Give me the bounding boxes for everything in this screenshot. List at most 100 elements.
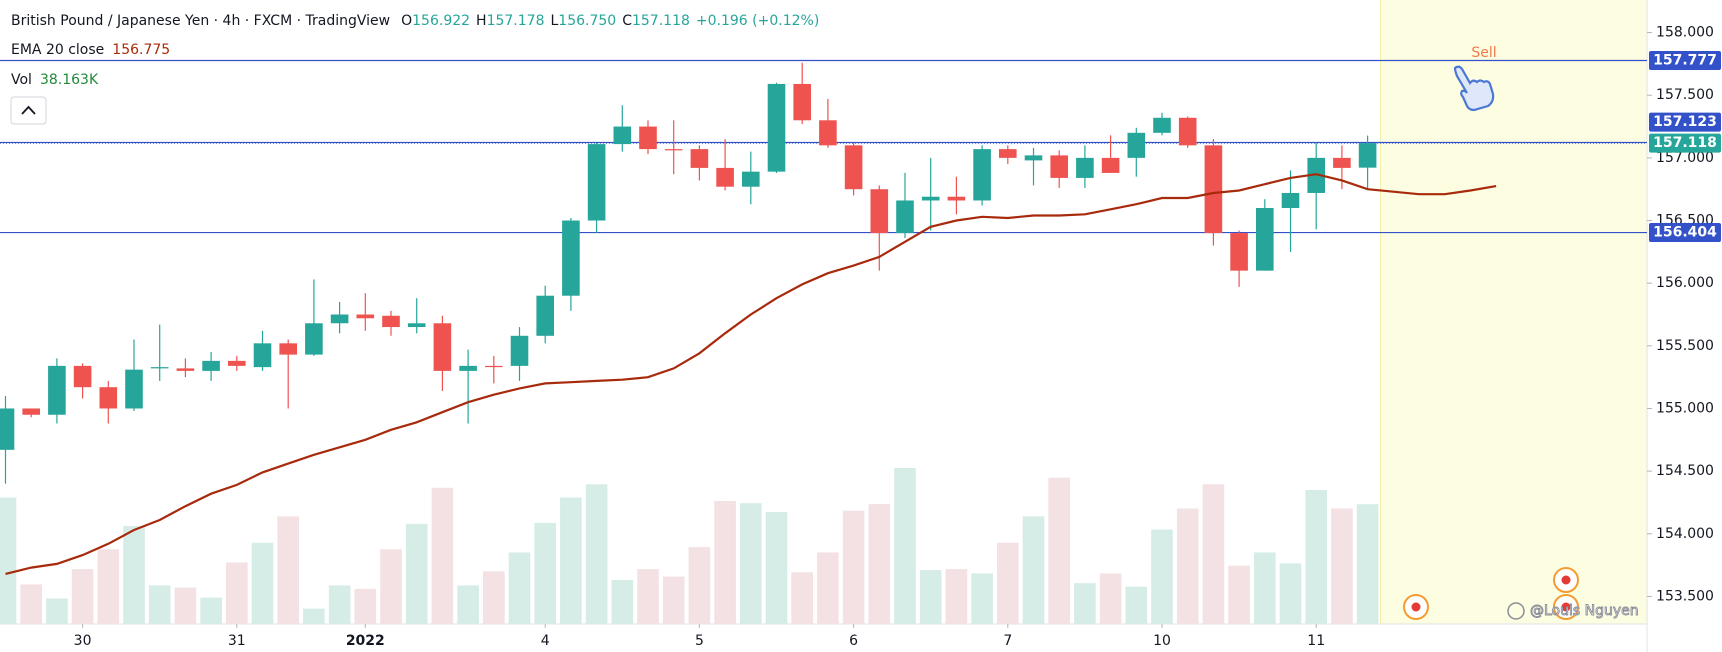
x-tick-label: 5 [695,633,704,649]
volume-bar [714,500,736,624]
volume-bar [277,516,299,624]
volume-bar [508,552,531,624]
collapse-icon [21,105,36,115]
candle-body [947,196,966,201]
volume-bar [560,497,582,624]
x-tick-label: 6 [849,633,858,649]
ohlc-value: 156.922 [412,13,470,29]
x-tick-label: 10 [1153,633,1171,649]
candle-body [228,360,246,366]
y-tick-label: 154.500 [1656,463,1714,479]
volume-bar [97,549,120,624]
candle-body [690,149,709,168]
candle-body [433,323,452,371]
candle-body [613,126,632,145]
ema-legend-value: 156.775 [112,42,170,58]
symbol-title: British Pound / Japanese Yen · 4h · FXCM… [11,13,390,29]
candle-body [125,369,143,409]
candle-body [1307,157,1325,193]
volume-bar [945,569,968,624]
candle-body [202,360,220,371]
volume-bar [46,598,68,624]
y-tick-label: 155.000 [1656,400,1714,416]
x-tick-label: 4 [541,633,550,649]
volume-bar [894,468,916,624]
volume-legend-label: Vol [11,72,32,88]
x-tick-label: 11 [1307,633,1325,649]
volume-bar [997,542,1019,624]
ema-line [5,173,1497,575]
candle-body [664,149,683,151]
change-value: +0.196 (+0.12%) [696,13,819,29]
y-tick-label: 154.000 [1656,526,1714,542]
ohlc-key: H [476,13,487,29]
candle-body [510,335,529,366]
volume-bar [662,576,685,624]
y-tick-label: 156.000 [1656,275,1714,291]
volume-bar [868,504,891,624]
y-tick-label: 153.500 [1656,588,1714,604]
level-label-box [1649,51,1721,71]
candle-body [536,295,554,336]
volume-bar [1151,529,1173,624]
candle-body [1127,132,1146,158]
candle-body [742,171,760,187]
volume-bar [200,597,222,624]
volume-bar [251,542,274,624]
volume-bar [226,562,248,624]
event-marker-dot [1561,575,1571,585]
candle-body [1204,145,1223,234]
candle-body [48,365,66,415]
candle-body [1076,157,1094,178]
candle-body [485,365,503,368]
volume-bar [971,573,993,624]
candle-body [0,408,15,450]
event-marker-dot [1411,602,1421,612]
volume-bar [123,526,145,624]
volume-bar [1125,586,1148,624]
y-tick-label: 155.500 [1656,338,1714,354]
collapse-button[interactable] [10,96,47,125]
volume-bar [1305,489,1327,624]
ohlc-key: L [550,13,558,29]
candle-body [921,196,940,201]
volume-bar [1202,484,1225,624]
candle-body [1153,117,1171,133]
volume-bar [637,569,659,624]
level-label: 157.123 [1653,114,1717,130]
candle-body [1050,155,1068,178]
volume-bar [380,549,402,624]
candle-body [279,343,297,355]
candle-body [382,315,400,328]
volume-bar [534,522,556,624]
volume-bar [303,608,325,624]
volume-bar [740,503,762,624]
volume-bar [765,511,788,624]
volume-legend: Vol 38.163K [11,72,99,88]
candle-body [999,149,1017,158]
volume-bar [1048,477,1070,624]
ohlc-value: 156.750 [558,13,616,29]
volume-bar [20,584,42,624]
candle-body [562,220,580,296]
x-tick-label: 7 [1003,633,1012,649]
annotation-label: Sell [1471,45,1496,61]
candle-body [1101,157,1120,173]
volume-bar [1074,583,1096,624]
candle-body [870,189,889,234]
candle-body [716,167,734,187]
candle-body [767,83,786,172]
candle-body [150,367,169,369]
candle-body [253,343,272,368]
candle-body [407,323,426,328]
candle-body [1230,233,1248,271]
volume-bar [405,523,428,624]
watermark: @Louis Nguyen [1530,603,1639,619]
candle-body [793,83,811,121]
candle-body [356,314,375,319]
current-price-box [1649,133,1721,153]
level-label-box [1649,112,1721,132]
candle-body [1281,192,1300,208]
